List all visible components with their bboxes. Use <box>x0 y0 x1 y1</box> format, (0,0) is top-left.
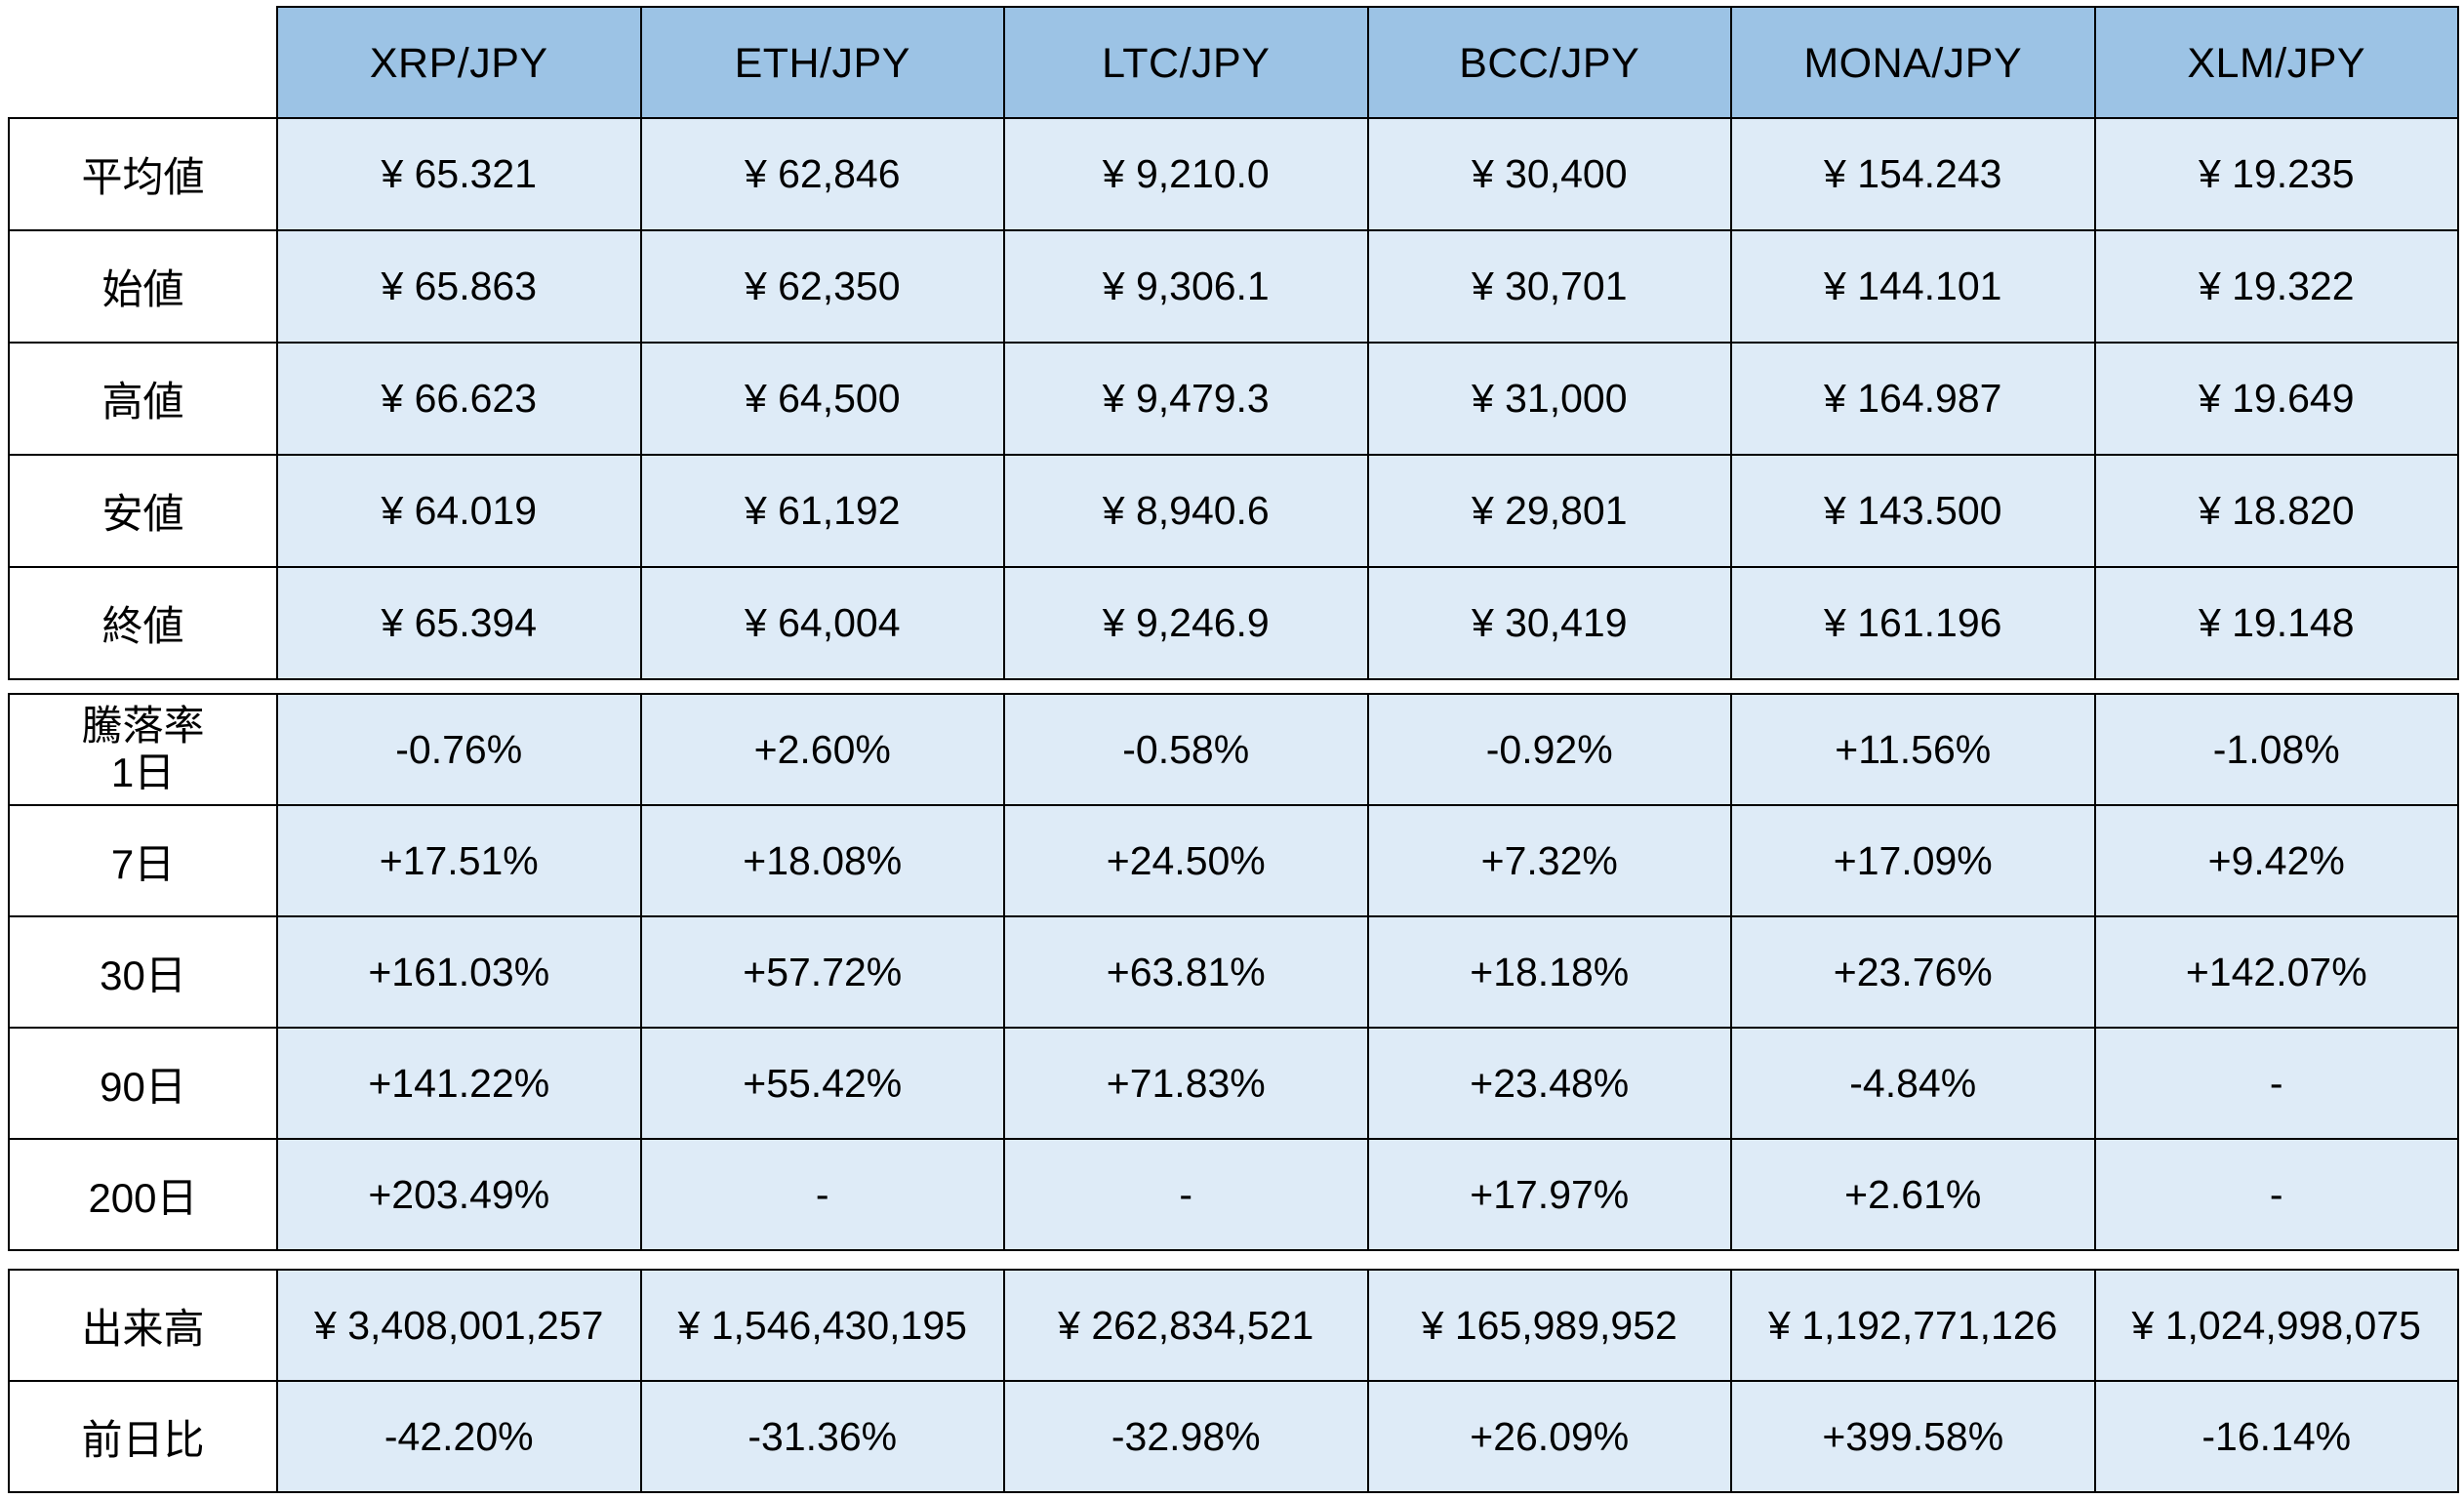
day-over-day-cell: -16.14% <box>2095 1382 2459 1493</box>
volume-cell: ¥ 1,546,430,195 <box>641 1271 1005 1382</box>
row-label-line1: 騰落率 <box>81 702 205 749</box>
column-header-bcc-jpy: BCC/JPY <box>1368 8 1732 119</box>
table-header-row: XRP/JPY ETH/JPY LTC/JPY BCC/JPY MONA/JPY… <box>276 6 2459 119</box>
change-cell: +161.03% <box>278 917 642 1029</box>
change-cell: +18.18% <box>1368 917 1732 1029</box>
change-cell: +57.72% <box>641 917 1005 1029</box>
change-cell: +142.07% <box>2095 917 2459 1029</box>
change-cell: +2.60% <box>641 695 1005 806</box>
price-cell: ¥ 19.148 <box>2095 568 2459 680</box>
day-over-day-cell: -32.98% <box>1005 1382 1369 1493</box>
change-cell: - <box>2095 1140 2459 1251</box>
price-cell: ¥ 29,801 <box>1368 456 1732 568</box>
column-header-xlm-jpy: XLM/JPY <box>2095 8 2459 119</box>
change-cell: +71.83% <box>1005 1029 1369 1140</box>
price-cell: ¥ 65.321 <box>278 119 642 231</box>
day-over-day-cell: +26.09% <box>1368 1382 1732 1493</box>
change-cell: +203.49% <box>278 1140 642 1251</box>
row-label-day-over-day: 前日比 <box>10 1382 278 1493</box>
price-cell: ¥ 154.243 <box>1732 119 2096 231</box>
change-cell: +11.56% <box>1732 695 2096 806</box>
price-cell: ¥ 30,419 <box>1368 568 1732 680</box>
change-cell: +23.76% <box>1732 917 2096 1029</box>
change-cell: - <box>641 1140 1005 1251</box>
price-cell: ¥ 64.019 <box>278 456 642 568</box>
row-label-change-200d: 200日 <box>10 1140 278 1251</box>
price-cell: ¥ 30,400 <box>1368 119 1732 231</box>
change-cell: - <box>1005 1140 1369 1251</box>
change-cell: -1.08% <box>2095 695 2459 806</box>
price-cell: ¥ 62,350 <box>641 231 1005 344</box>
volume-cell: ¥ 262,834,521 <box>1005 1271 1369 1382</box>
row-label-average: 平均値 <box>10 119 278 231</box>
change-cell: +2.61% <box>1732 1140 2096 1251</box>
price-cell: ¥ 9,210.0 <box>1005 119 1369 231</box>
change-cell: -0.58% <box>1005 695 1369 806</box>
price-cell: ¥ 18.820 <box>2095 456 2459 568</box>
change-cell: +63.81% <box>1005 917 1369 1029</box>
volume-cell: ¥ 3,408,001,257 <box>278 1271 642 1382</box>
price-cell: ¥ 8,940.6 <box>1005 456 1369 568</box>
change-cell: +23.48% <box>1368 1029 1732 1140</box>
change-cell: +18.08% <box>641 806 1005 917</box>
change-rate-section: 騰落率 1日 -0.76% +2.60% -0.58% -0.92% +11.5… <box>8 693 2459 1251</box>
price-cell: ¥ 30,701 <box>1368 231 1732 344</box>
row-label-change-30d: 30日 <box>10 917 278 1029</box>
day-over-day-cell: -42.20% <box>278 1382 642 1493</box>
row-label-close: 終値 <box>10 568 278 680</box>
volume-cell: ¥ 1,024,998,075 <box>2095 1271 2459 1382</box>
price-cell: ¥ 66.623 <box>278 344 642 456</box>
price-cell: ¥ 64,004 <box>641 568 1005 680</box>
change-cell: +24.50% <box>1005 806 1369 917</box>
day-over-day-cell: +399.58% <box>1732 1382 2096 1493</box>
price-cell: ¥ 19.322 <box>2095 231 2459 344</box>
price-cell: ¥ 62,846 <box>641 119 1005 231</box>
column-header-eth-jpy: ETH/JPY <box>641 8 1005 119</box>
volume-cell: ¥ 165,989,952 <box>1368 1271 1732 1382</box>
change-cell: +17.09% <box>1732 806 2096 917</box>
day-over-day-cell: -31.36% <box>641 1382 1005 1493</box>
change-cell: +55.42% <box>641 1029 1005 1140</box>
change-cell: +17.97% <box>1368 1140 1732 1251</box>
change-cell: +7.32% <box>1368 806 1732 917</box>
row-label-high: 高値 <box>10 344 278 456</box>
row-label-change-90d: 90日 <box>10 1029 278 1140</box>
price-cell: ¥ 144.101 <box>1732 231 2096 344</box>
row-label-change-7d: 7日 <box>10 806 278 917</box>
change-cell: - <box>2095 1029 2459 1140</box>
price-cell: ¥ 9,246.9 <box>1005 568 1369 680</box>
price-cell: ¥ 143.500 <box>1732 456 2096 568</box>
price-cell: ¥ 9,306.1 <box>1005 231 1369 344</box>
price-cell: ¥ 65.394 <box>278 568 642 680</box>
price-cell: ¥ 9,479.3 <box>1005 344 1369 456</box>
price-section: 平均値 ¥ 65.321 ¥ 62,846 ¥ 9,210.0 ¥ 30,400… <box>8 117 2459 680</box>
price-cell: ¥ 61,192 <box>641 456 1005 568</box>
change-cell: -0.76% <box>278 695 642 806</box>
change-cell: -0.92% <box>1368 695 1732 806</box>
volume-section: 出来高 ¥ 3,408,001,257 ¥ 1,546,430,195 ¥ 26… <box>8 1269 2459 1493</box>
price-cell: ¥ 65.863 <box>278 231 642 344</box>
row-label-open: 始値 <box>10 231 278 344</box>
row-label-change-1d: 騰落率 1日 <box>10 695 278 806</box>
column-header-mona-jpy: MONA/JPY <box>1732 8 2096 119</box>
column-header-xrp-jpy: XRP/JPY <box>278 8 642 119</box>
change-cell: +141.22% <box>278 1029 642 1140</box>
price-cell: ¥ 19.235 <box>2095 119 2459 231</box>
price-cell: ¥ 161.196 <box>1732 568 2096 680</box>
change-cell: +9.42% <box>2095 806 2459 917</box>
price-cell: ¥ 31,000 <box>1368 344 1732 456</box>
price-cell: ¥ 164.987 <box>1732 344 2096 456</box>
row-label-low: 安値 <box>10 456 278 568</box>
change-cell: +17.51% <box>278 806 642 917</box>
row-label-volume: 出来高 <box>10 1271 278 1382</box>
volume-cell: ¥ 1,192,771,126 <box>1732 1271 2096 1382</box>
price-cell: ¥ 64,500 <box>641 344 1005 456</box>
column-header-ltc-jpy: LTC/JPY <box>1005 8 1369 119</box>
price-cell: ¥ 19.649 <box>2095 344 2459 456</box>
change-cell: -4.84% <box>1732 1029 2096 1140</box>
row-label-line2: 1日 <box>110 750 176 795</box>
